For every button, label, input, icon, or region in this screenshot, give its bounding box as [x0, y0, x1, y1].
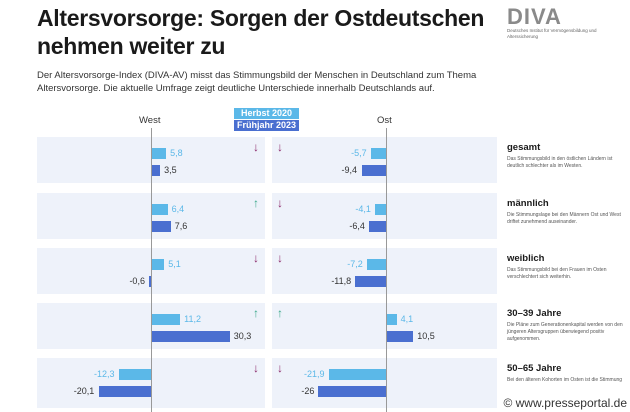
value-label: -12,3 — [94, 369, 115, 379]
value-label: -4,1 — [355, 204, 371, 214]
value-label: -9,4 — [341, 165, 358, 175]
bar-ost-1 — [361, 165, 386, 176]
logo-mark: DIVA — [507, 4, 562, 29]
bar-west-1 — [149, 276, 151, 287]
category-description: 50–65 Jahre Bei den älteren Kohorten im O… — [507, 363, 625, 384]
trend-down-arrow-icon: ↓ — [277, 361, 283, 375]
bar-west-1 — [151, 221, 171, 232]
trend-down-arrow-icon: ↓ — [277, 251, 283, 265]
bar-ost-1 — [355, 276, 386, 287]
panel-ost — [272, 137, 497, 183]
panel-ost — [272, 303, 497, 349]
bar-ost-1 — [318, 386, 386, 397]
category-label: 50–65 Jahre — [507, 363, 562, 374]
value-label: 5,1 — [168, 259, 181, 269]
bar-west-0 — [151, 148, 167, 159]
value-label: 5,8 — [170, 148, 183, 158]
value-label: 3,5 — [164, 165, 177, 175]
legend-fruehjahr-2023: Frühjahr 2023 — [234, 120, 300, 131]
panel-ost — [272, 358, 497, 408]
trend-up-arrow-icon: ↑ — [253, 196, 259, 210]
category-description: gesamt Das Stimmungsbild in den östlichen… — [507, 142, 625, 170]
category-description: männlich Die Stimmungslage bei den Männer… — [507, 198, 625, 226]
bar-west-0 — [151, 204, 168, 215]
diva-logo: DIVA Deutsches Institut für Vermögensbil… — [507, 6, 627, 40]
category-label: 30–39 Jahre — [507, 308, 562, 319]
legend-herbst-2020: Herbst 2020 — [234, 108, 300, 119]
trend-up-arrow-icon: ↑ — [277, 306, 283, 320]
west-header: West — [139, 115, 161, 126]
bar-ost-0 — [329, 369, 386, 380]
bar-west-1 — [151, 165, 161, 176]
trend-down-arrow-icon: ↓ — [253, 361, 259, 375]
category-text: Bei den älteren Kohorten im Osten ist di… — [507, 377, 623, 383]
panel-ost — [272, 248, 497, 294]
value-label: 10,5 — [417, 331, 435, 341]
page-title: Altersvorsorge: Sorgen der Ostdeutschen … — [37, 5, 485, 59]
bar-west-1 — [151, 331, 230, 342]
bar-west-0 — [151, 259, 165, 270]
trend-down-arrow-icon: ↓ — [253, 140, 259, 154]
axis-ost — [386, 128, 387, 412]
logo-subtitle: Deutsches Institut für Vermögensbildung … — [507, 28, 597, 39]
bar-west-0 — [151, 314, 181, 325]
value-label: -26 — [301, 386, 315, 396]
category-label: gesamt — [507, 142, 541, 153]
category-label: männlich — [507, 198, 549, 209]
value-label: -11,8 — [331, 276, 352, 286]
value-label: -21,9 — [304, 369, 325, 379]
value-label: 4,1 — [400, 314, 414, 324]
trend-down-arrow-icon: ↓ — [277, 196, 283, 210]
ost-header: Ost — [377, 115, 392, 126]
value-label: 30,3 — [233, 331, 252, 341]
value-label: -20,1 — [73, 386, 95, 396]
legend: Herbst 2020 Frühjahr 2023 — [234, 108, 300, 132]
bar-west-1 — [98, 386, 151, 397]
category-description: weiblich Das Stimmungsbild bei den Frauen… — [507, 253, 625, 281]
value-label: 7,6 — [174, 221, 188, 231]
bar-west-0 — [119, 369, 151, 380]
bar-ost-0 — [375, 204, 386, 215]
value-label: 6,4 — [171, 204, 185, 214]
trend-down-arrow-icon: ↓ — [253, 251, 259, 265]
bar-ost-1 — [369, 221, 386, 232]
value-label: -5,7 — [351, 148, 367, 158]
trend-up-arrow-icon: ↑ — [253, 306, 259, 320]
axis-west — [151, 128, 152, 412]
category-description: 30–39 Jahre Die Pläne zum Generationenkap… — [507, 308, 625, 343]
bar-ost-0 — [367, 259, 386, 270]
value-label: -7,2 — [347, 259, 363, 269]
bar-ost-1 — [386, 331, 414, 342]
value-label: -0,6 — [129, 276, 145, 286]
trend-down-arrow-icon: ↓ — [277, 140, 283, 154]
watermark: © www.presseportal.de — [503, 396, 627, 410]
category-text: Die Pläne zum Generationenkapital werden… — [507, 322, 623, 342]
category-label: weiblich — [507, 253, 545, 264]
value-label: -6,4 — [349, 221, 365, 231]
category-text: Das Stimmungsbild bei den Frauen im Oste… — [507, 267, 607, 280]
bar-ost-0 — [386, 314, 397, 325]
value-label: 11,2 — [184, 314, 201, 324]
category-text: Das Stimmungsbild in den östlichen Lände… — [507, 156, 613, 169]
panel-ost — [272, 193, 497, 239]
intro-text: Der Altersvorsorge-Index (DIVA-AV) misst… — [37, 70, 477, 94]
bar-ost-0 — [371, 148, 386, 159]
category-text: Die Stimmungslage bei den Männern Ost un… — [507, 212, 621, 225]
